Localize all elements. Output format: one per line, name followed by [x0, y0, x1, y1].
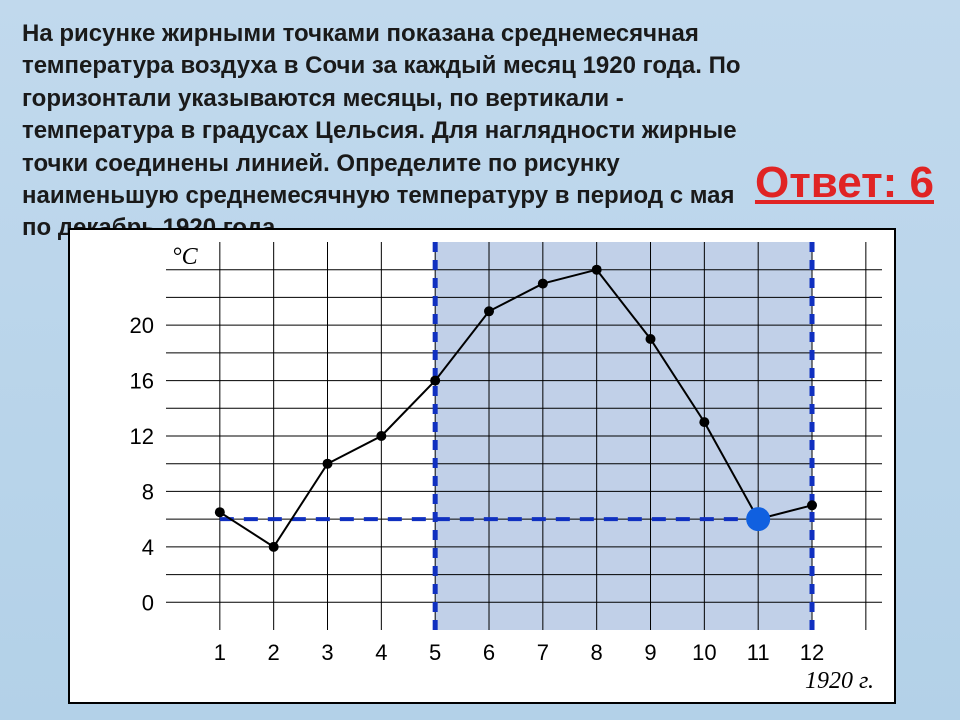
- svg-text:9: 9: [644, 640, 656, 665]
- chart-svg: 048121620°C1234567891011121920 г.: [70, 230, 894, 702]
- svg-text:4: 4: [142, 535, 154, 560]
- svg-text:°C: °C: [172, 244, 199, 270]
- svg-text:6: 6: [483, 640, 495, 665]
- svg-text:20: 20: [130, 313, 154, 338]
- svg-text:1920 г.: 1920 г.: [805, 668, 874, 694]
- svg-text:16: 16: [130, 369, 154, 394]
- svg-text:1: 1: [214, 640, 226, 665]
- svg-text:11: 11: [747, 640, 770, 665]
- svg-text:2: 2: [268, 640, 280, 665]
- svg-text:4: 4: [375, 640, 387, 665]
- svg-text:10: 10: [692, 640, 716, 665]
- svg-text:5: 5: [429, 640, 441, 665]
- answer-label: Ответ: 6: [755, 158, 934, 208]
- svg-text:12: 12: [800, 640, 824, 665]
- task-text: На рисунке жирными точками показана сред…: [0, 0, 780, 249]
- svg-text:3: 3: [321, 640, 333, 665]
- svg-text:12: 12: [130, 424, 154, 449]
- svg-text:7: 7: [537, 640, 549, 665]
- svg-text:8: 8: [591, 640, 603, 665]
- svg-text:8: 8: [142, 479, 154, 504]
- temperature-chart: 048121620°C1234567891011121920 г.: [68, 228, 896, 704]
- svg-text:0: 0: [142, 590, 154, 615]
